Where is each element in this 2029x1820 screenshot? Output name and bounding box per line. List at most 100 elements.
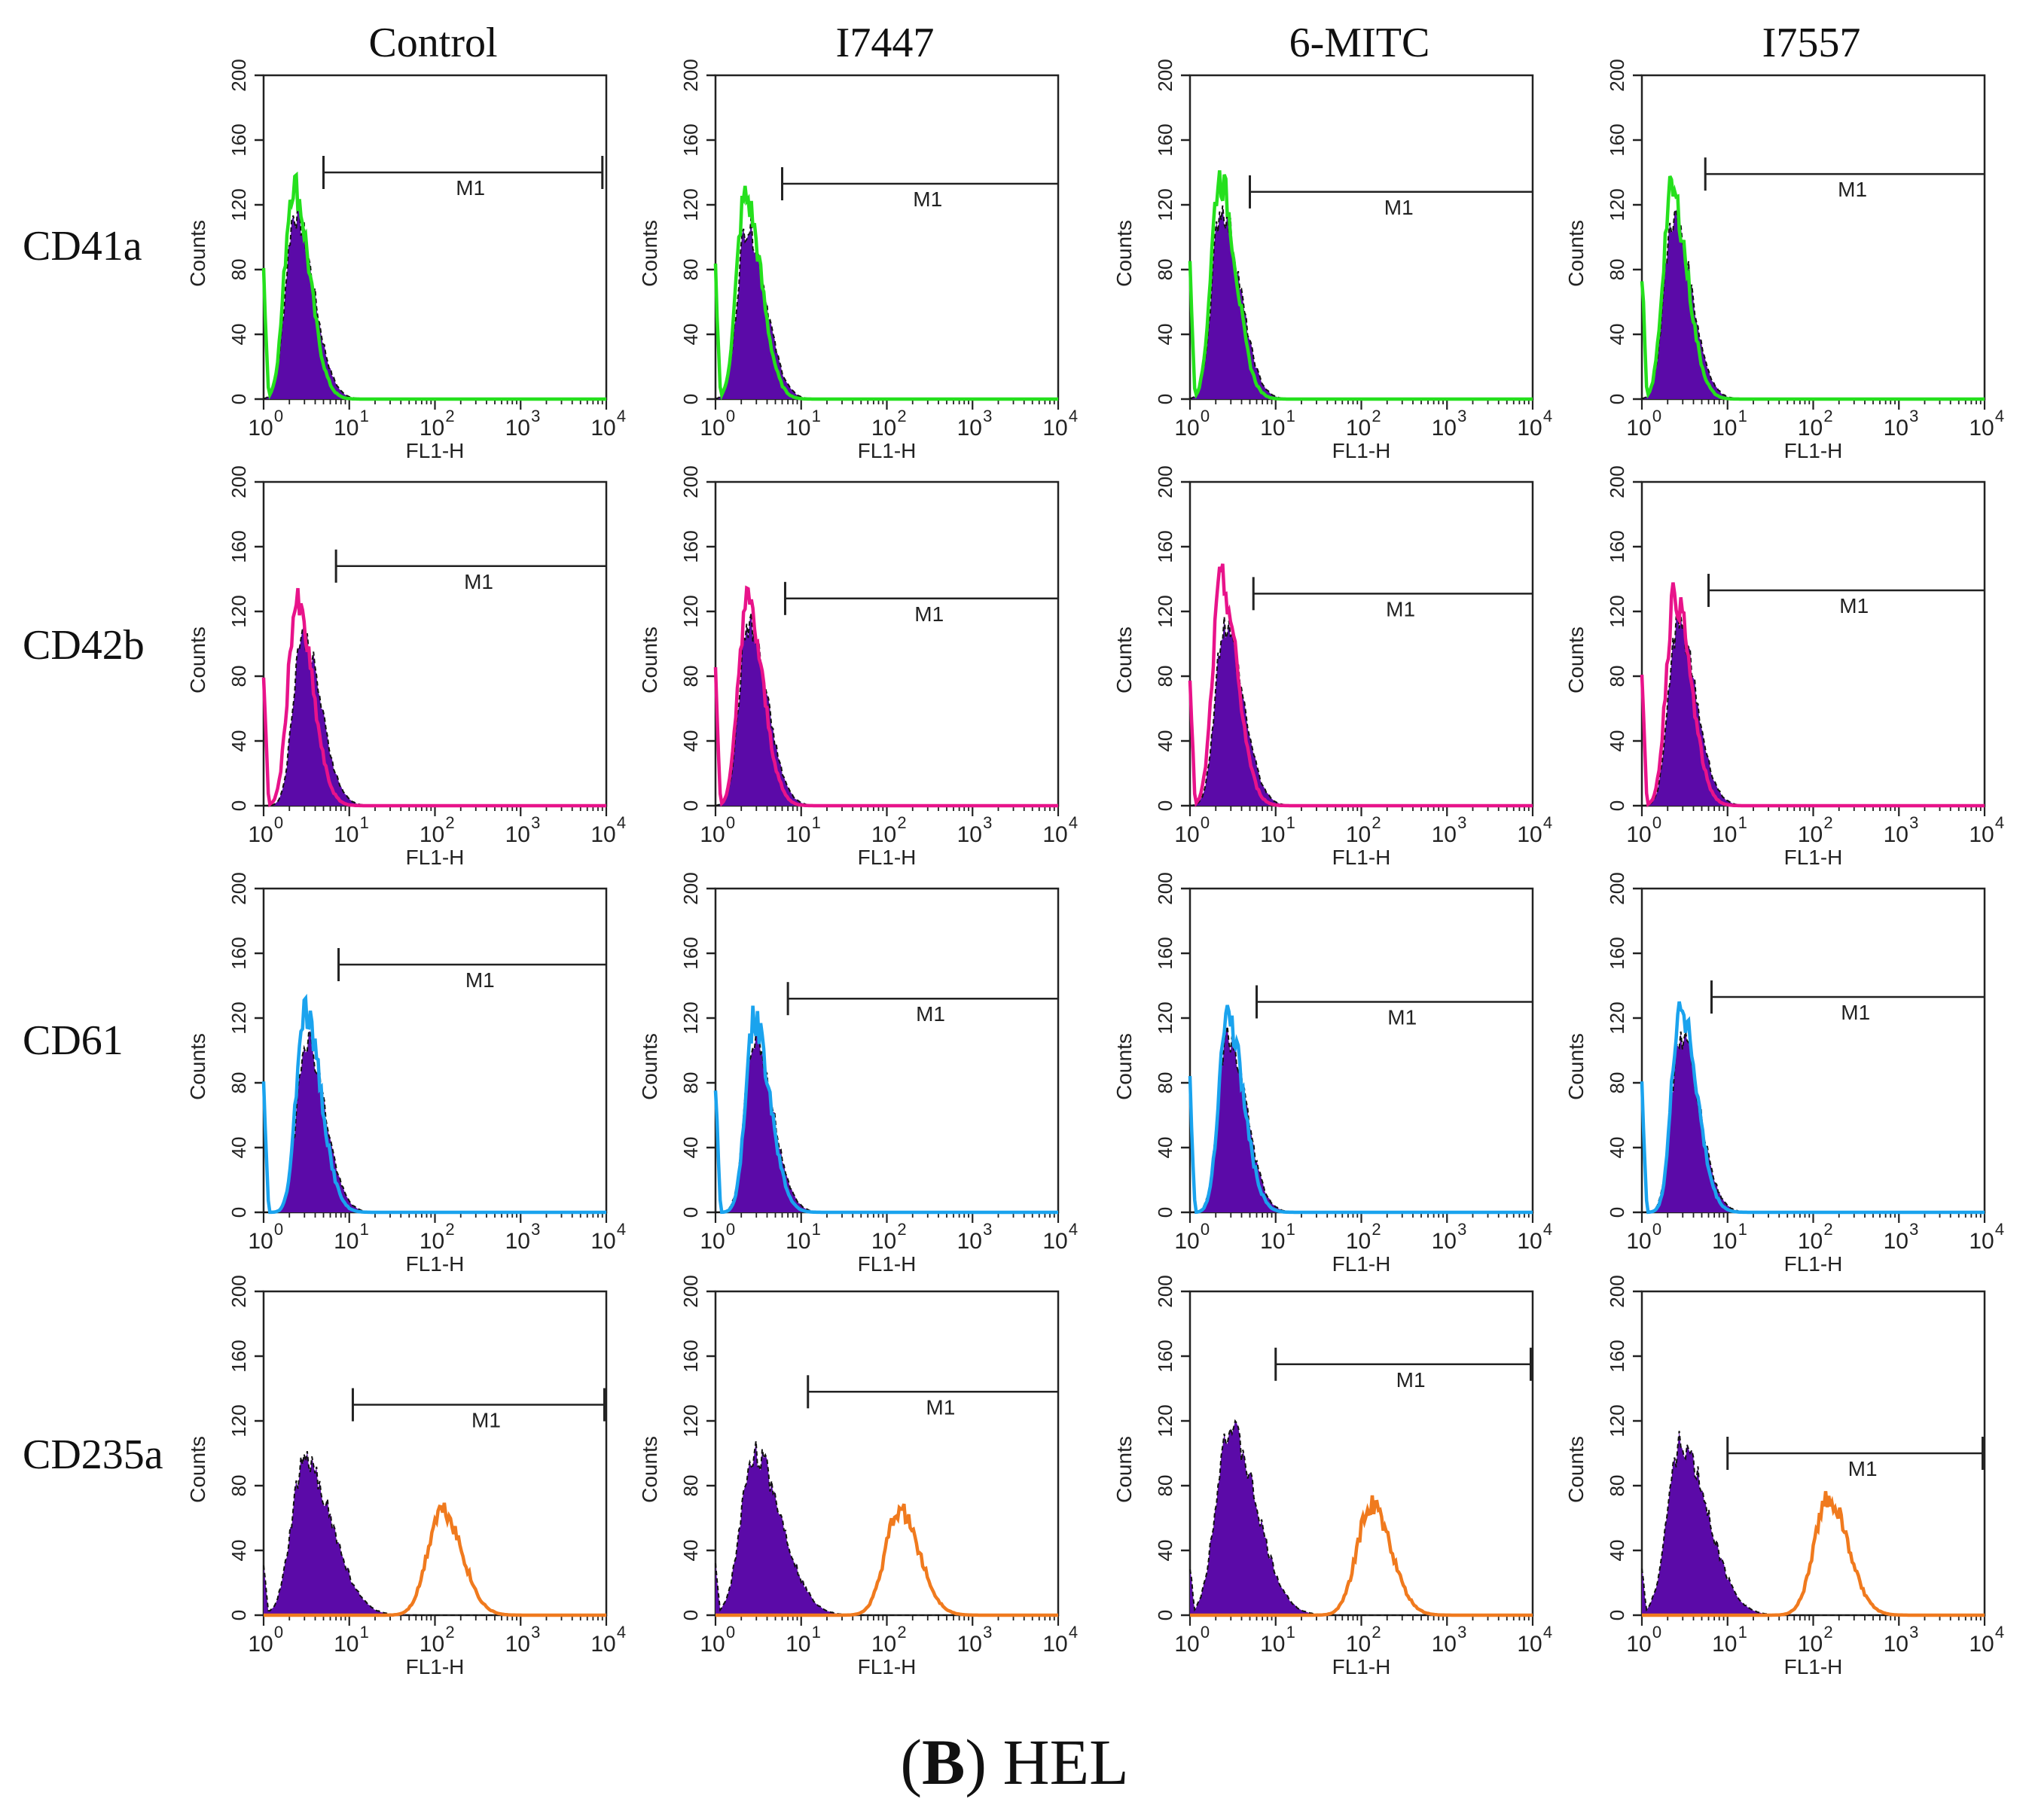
y-tick-label: 200 xyxy=(1606,872,1628,904)
x-tick-exponent: 2 xyxy=(897,407,906,425)
isotype-histogram-fill xyxy=(1190,205,1533,399)
y-tick-label: 160 xyxy=(227,530,250,562)
x-axis-label: FL1-H xyxy=(1332,1252,1391,1276)
isotype-histogram-fill xyxy=(715,613,1058,806)
x-tick-exponent: 4 xyxy=(1069,813,1078,832)
stained-histogram-line xyxy=(1640,582,1985,808)
y-tick-label: 40 xyxy=(1154,1540,1176,1562)
y-tick-label: 120 xyxy=(1154,1404,1176,1437)
stained-histogram-line xyxy=(715,1503,1058,1617)
y-tick-label: 120 xyxy=(227,1001,250,1034)
y-tick-label: 0 xyxy=(679,394,702,404)
x-tick-exponent: 3 xyxy=(531,1220,540,1239)
isotype-histogram-outline xyxy=(1641,1431,1985,1616)
y-tick-label: 160 xyxy=(227,1340,250,1372)
y-tick-label: 120 xyxy=(679,1404,702,1437)
y-axis-label: Counts xyxy=(1112,220,1136,287)
gate-label: M1 xyxy=(456,176,485,200)
y-tick-label: 200 xyxy=(679,465,702,498)
x-tick-exponent: 4 xyxy=(1543,407,1552,425)
y-tick-label: 80 xyxy=(1606,259,1628,281)
x-tick-exponent: 4 xyxy=(1995,1623,2004,1642)
y-axis-label: Counts xyxy=(186,220,209,287)
y-tick-label: 120 xyxy=(227,1404,250,1437)
x-tick-label: 10 xyxy=(957,822,982,847)
x-tick-label: 10 xyxy=(1798,416,1823,441)
gate-label: M1 xyxy=(1386,597,1415,620)
stained-histogram-line xyxy=(713,1005,1058,1215)
x-tick-exponent: 0 xyxy=(274,813,283,832)
y-tick-label: 160 xyxy=(679,530,702,562)
isotype-histogram-fill xyxy=(1190,1026,1533,1212)
stained-histogram-line xyxy=(261,587,606,808)
x-axis-label: FL1-H xyxy=(406,1655,465,1678)
x-tick-exponent: 2 xyxy=(445,407,454,425)
x-tick-label: 10 xyxy=(786,822,810,847)
x-tick-exponent: 3 xyxy=(1457,407,1466,425)
gate-label: M1 xyxy=(1396,1368,1426,1392)
isotype-histogram-fill xyxy=(264,625,606,806)
x-tick-exponent: 0 xyxy=(1201,1220,1210,1239)
x-tick-exponent: 4 xyxy=(1543,1220,1552,1239)
y-axis-label: Counts xyxy=(186,626,209,694)
x-tick-exponent: 2 xyxy=(897,813,906,832)
x-tick-exponent: 1 xyxy=(1286,407,1295,425)
gate-label: M1 xyxy=(914,602,944,626)
x-tick-label: 10 xyxy=(871,822,896,847)
y-tick-label: 200 xyxy=(227,872,250,904)
x-tick-exponent: 3 xyxy=(1909,407,1918,425)
y-tick-label: 200 xyxy=(227,59,250,91)
x-tick-label: 10 xyxy=(1174,1632,1199,1657)
isotype-histogram-fill xyxy=(1642,1431,1985,1615)
stained-histogram-line xyxy=(1188,170,1533,401)
x-tick-exponent: 0 xyxy=(1201,407,1210,425)
y-tick-label: 40 xyxy=(1606,1137,1628,1159)
x-tick-label: 10 xyxy=(786,1229,810,1254)
x-tick-label: 10 xyxy=(334,416,359,441)
x-tick-exponent: 0 xyxy=(1201,813,1210,832)
x-tick-exponent: 4 xyxy=(1995,1220,2004,1239)
x-tick-label: 10 xyxy=(1884,416,1908,441)
y-tick-label: 80 xyxy=(1154,1072,1176,1094)
y-tick-label: 40 xyxy=(1606,1540,1628,1562)
y-tick-label: 80 xyxy=(679,1475,702,1497)
y-tick-label: 0 xyxy=(1154,1610,1176,1620)
x-tick-label: 10 xyxy=(1260,1632,1285,1657)
x-tick-label: 10 xyxy=(1517,1229,1542,1254)
y-axis-label: Counts xyxy=(1112,1033,1136,1100)
y-tick-label: 0 xyxy=(679,800,702,811)
x-tick-exponent: 3 xyxy=(1909,813,1918,832)
y-tick-label: 200 xyxy=(679,59,702,91)
stained-histogram-line xyxy=(264,1502,606,1617)
gate-label: M1 xyxy=(1839,594,1869,617)
y-tick-label: 160 xyxy=(1606,1340,1628,1372)
x-tick-label: 10 xyxy=(334,822,359,847)
x-tick-label: 10 xyxy=(1969,1229,1994,1254)
gate-label: M1 xyxy=(471,1409,501,1432)
x-tick-exponent: 0 xyxy=(1652,1623,1661,1642)
x-tick-exponent: 1 xyxy=(1286,1220,1295,1239)
x-tick-exponent: 0 xyxy=(274,1623,283,1642)
gate-label: M1 xyxy=(465,968,495,992)
x-tick-label: 10 xyxy=(420,1632,444,1657)
y-tick-label: 0 xyxy=(679,1610,702,1620)
x-tick-label: 10 xyxy=(1884,1632,1908,1657)
x-tick-label: 10 xyxy=(1969,1632,1994,1657)
x-tick-label: 10 xyxy=(1346,822,1371,847)
x-tick-exponent: 1 xyxy=(360,1623,369,1642)
x-tick-label: 10 xyxy=(420,1229,444,1254)
y-tick-label: 0 xyxy=(227,1610,250,1620)
y-tick-label: 40 xyxy=(227,324,250,346)
x-tick-exponent: 3 xyxy=(1457,1220,1466,1239)
x-tick-label: 10 xyxy=(1712,1229,1737,1254)
isotype-histogram-fill xyxy=(1190,617,1533,806)
y-tick-label: 160 xyxy=(1154,1340,1176,1372)
y-tick-label: 200 xyxy=(1154,59,1176,91)
y-tick-label: 160 xyxy=(679,1340,702,1372)
gate-label: M1 xyxy=(1848,1457,1878,1480)
